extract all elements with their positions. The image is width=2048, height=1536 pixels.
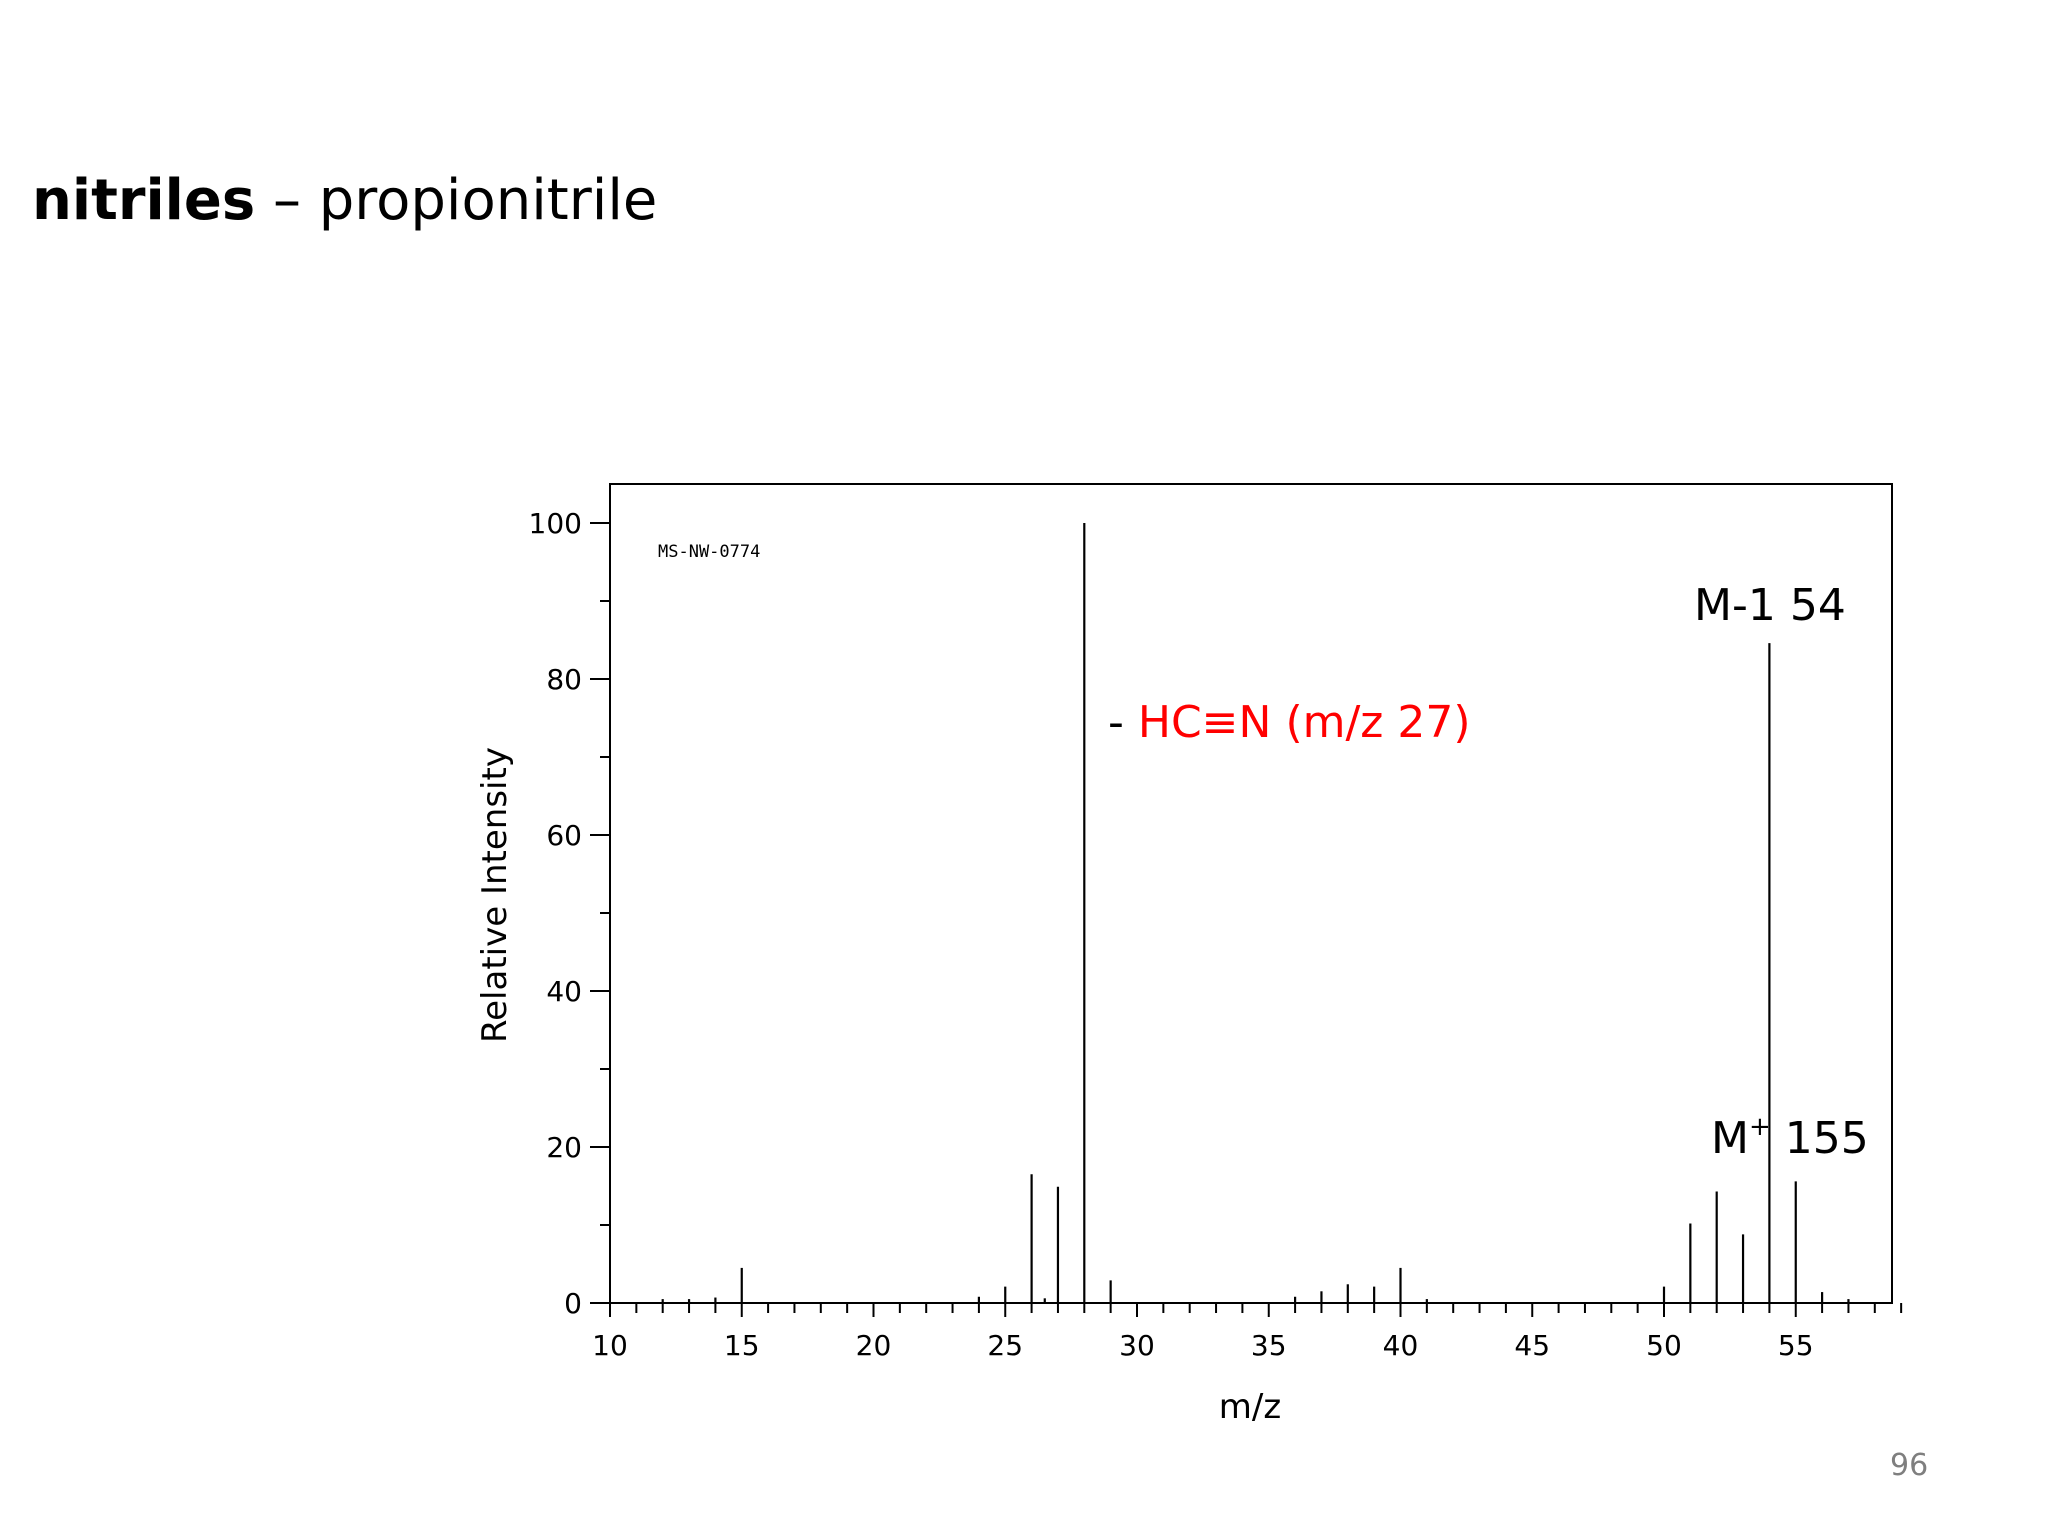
y-axis-title: Relative Intensity [475, 747, 515, 1043]
x-tick-label: 40 [1383, 1329, 1419, 1362]
hcn-loss-label: HC≡N (m/z 27) [1137, 697, 1471, 748]
m-minus-1-annotation: M-1 54 [1694, 580, 1846, 631]
molecular-ion-value: 155 [1770, 1113, 1869, 1164]
spectrum-id-label: MS-NW-0774 [658, 542, 760, 562]
x-tick-label: 30 [1119, 1329, 1155, 1362]
molecular-ion-charge: + [1748, 1112, 1771, 1142]
y-tick-label: 80 [546, 663, 582, 696]
x-tick-label: 15 [724, 1329, 760, 1362]
x-tick-label: 25 [987, 1329, 1023, 1362]
peaks-layer [661, 523, 1850, 1303]
y-tick-label: 0 [564, 1287, 582, 1320]
x-axis-title: m/z [1219, 1387, 1281, 1427]
x-tick-label: 20 [856, 1329, 892, 1362]
x-axis: 10 15 20 25 30 35 40 45 50 55 [592, 1303, 1903, 1362]
y-axis: 0 20 40 60 80 100 [529, 507, 610, 1320]
plot-frame [609, 483, 1893, 1304]
x-tick-label: 35 [1251, 1329, 1287, 1362]
hcn-loss-annotation: - HC≡N (m/z 27) [1108, 701, 1471, 745]
x-tick-label: 45 [1514, 1329, 1550, 1362]
y-tick-label: 20 [546, 1131, 582, 1164]
molecular-ion-prefix: M [1711, 1113, 1749, 1164]
slide-title-bold: nitriles [32, 168, 256, 233]
slide-title-rest: – propionitrile [255, 168, 658, 233]
y-tick-label: 100 [529, 507, 582, 540]
slide-title: nitriles – propionitrile [32, 168, 657, 233]
hcn-loss-dash: - [1108, 697, 1138, 748]
page-number: 96 [1890, 1448, 1929, 1483]
y-tick-label: 40 [546, 975, 582, 1008]
x-tick-label: 55 [1778, 1329, 1814, 1362]
molecular-ion-annotation: M+ 155 [1711, 1114, 1869, 1161]
x-tick-label: 50 [1646, 1329, 1682, 1362]
y-tick-label: 60 [546, 819, 582, 852]
x-tick-label: 10 [592, 1329, 628, 1362]
